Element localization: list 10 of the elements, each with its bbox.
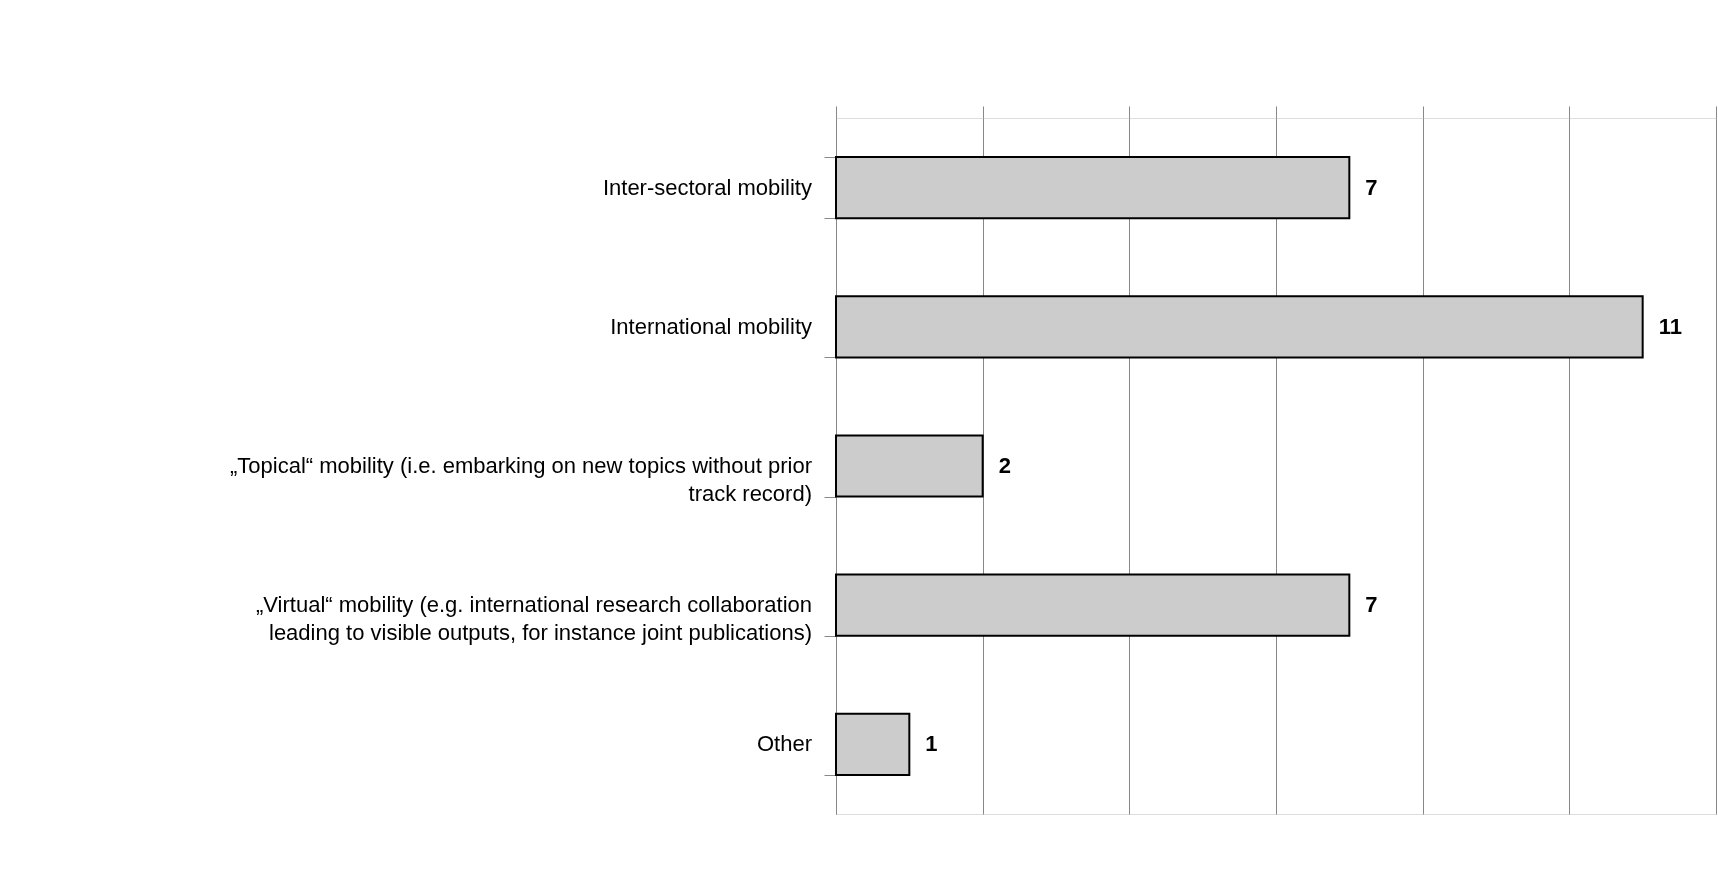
- data-label: 1: [925, 731, 938, 757]
- y-tick-label: „Topical“ mobility (i.e. embarking on new topics without prior track record): [229, 453, 812, 506]
- data-label: 11: [1658, 313, 1682, 339]
- data-label: 7: [1365, 174, 1378, 200]
- data-label: 2: [998, 453, 1011, 478]
- data-label: 7: [1365, 592, 1378, 618]
- y-tick-label: „Virtual“ mobility (e.g. international research collaboration leading to visible outputs, for instance joint publications): [256, 592, 812, 646]
- y-tick-label: Other: [756, 731, 812, 757]
- y-tick-label: International mobility: [610, 313, 812, 339]
- y-tick-label: Inter-sectoral mobility: [602, 174, 812, 200]
